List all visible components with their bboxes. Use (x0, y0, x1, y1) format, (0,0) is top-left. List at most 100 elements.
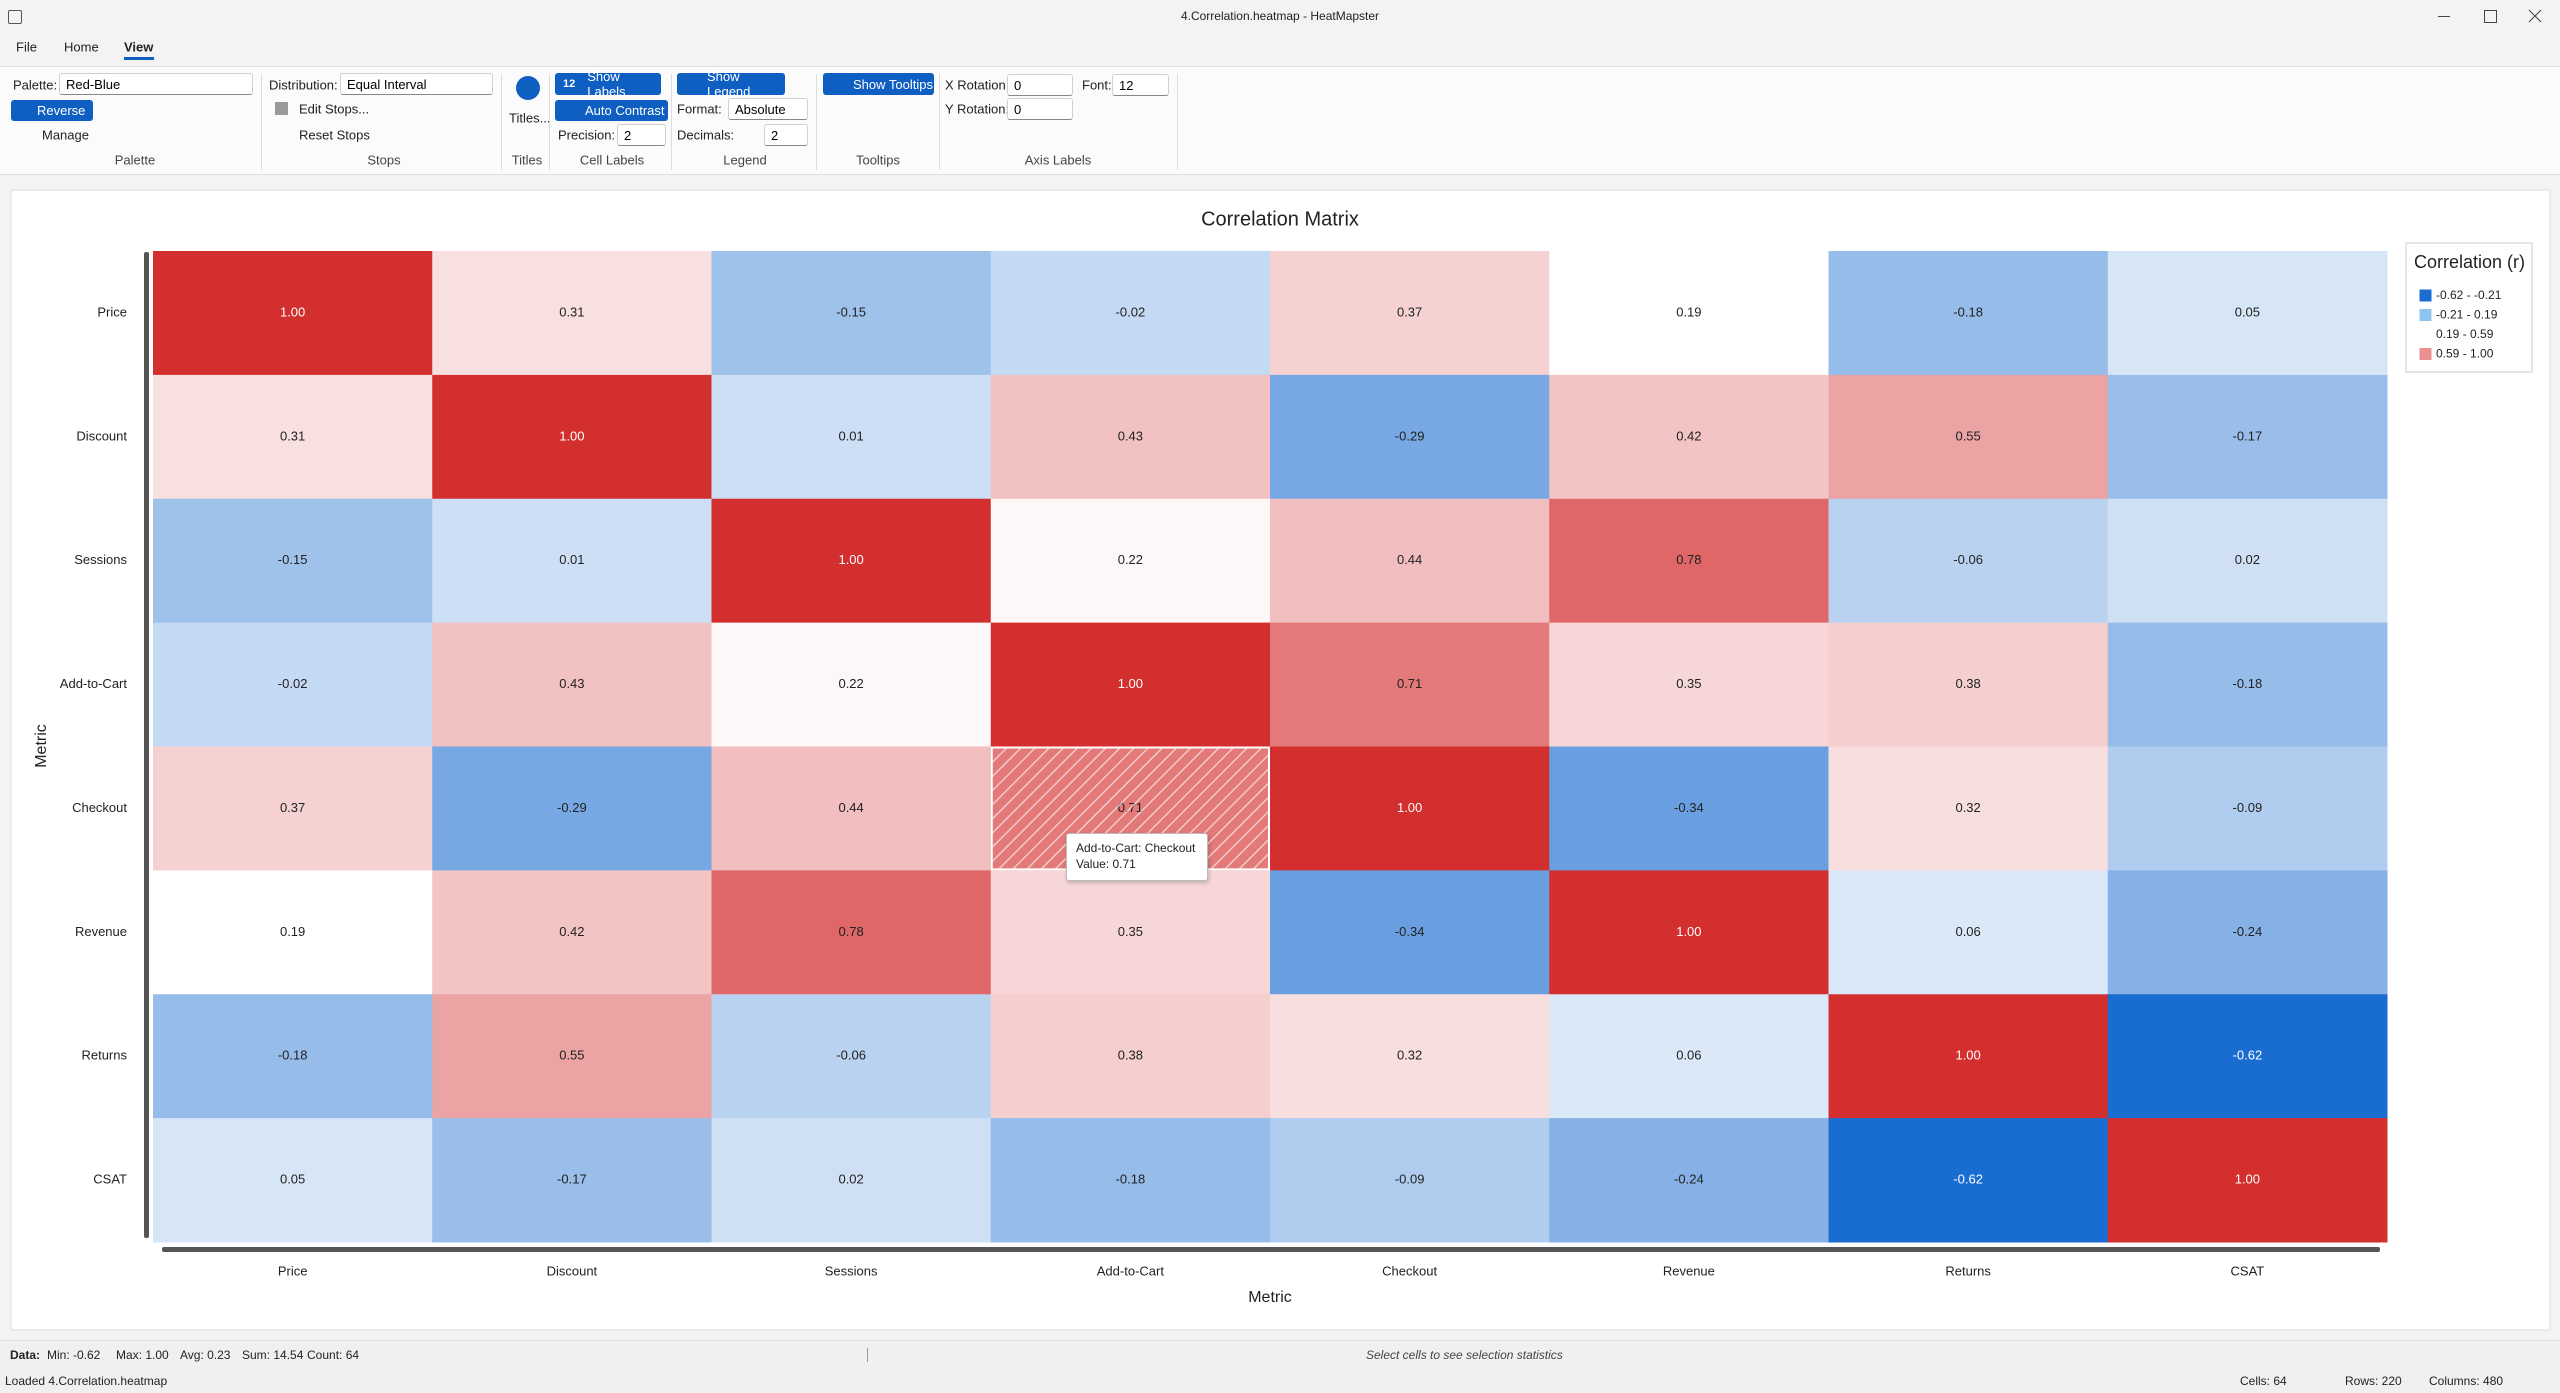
cell-label: -0.62 (2233, 1048, 2263, 1063)
heatmap-cell (1270, 622, 1550, 747)
reverse-button[interactable]: Reverse (11, 100, 93, 121)
cell-label: 0.44 (1397, 552, 1422, 567)
auto-contrast-button[interactable]: Auto Contrast (555, 100, 668, 121)
cell-label: -0.29 (1395, 428, 1425, 443)
heatmap-cell (1270, 251, 1550, 376)
cell-label: 1.00 (1676, 924, 1701, 939)
heatmap-cell (1270, 374, 1550, 500)
label: Format: (677, 101, 722, 117)
status-bar (0, 1340, 2560, 1393)
button-text: Reverse (37, 103, 86, 118)
menu-tab[interactable]: Home (64, 39, 99, 55)
heatmap-cell (711, 1118, 992, 1243)
heatmap-cell (153, 498, 433, 624)
heatmap-cell (1828, 251, 2109, 376)
separator (671, 74, 672, 170)
group-label: Stops (367, 152, 401, 168)
y-rotation-combo[interactable]: 0 (1007, 98, 1073, 120)
heatmap-cell (153, 374, 433, 500)
edit-stops-button[interactable]: Edit Stops... (299, 101, 370, 117)
heatmap-cell (711, 746, 992, 871)
combo-value: 2 (771, 127, 779, 143)
palette-combo[interactable]: Red-Blue (59, 73, 253, 95)
status-text: Columns: 480 (2429, 1374, 2504, 1388)
manage-button[interactable]: Manage (42, 127, 89, 143)
cell-label: 0.43 (1118, 428, 1143, 443)
heatmap-cell (711, 870, 992, 995)
heatmap-cell (2107, 994, 2388, 1119)
heatmap-cell (1828, 994, 2109, 1119)
separator (867, 1348, 868, 1362)
cell-label: 1.00 (1397, 800, 1422, 815)
heatmap-cell (153, 1118, 433, 1243)
label: Decimals: (677, 127, 735, 143)
cell-label: 0.35 (1676, 676, 1701, 691)
cell-label: 0.19 (280, 924, 305, 939)
show-labels-button[interactable]: 12 Show Labels (555, 69, 661, 99)
cell-label: 0.22 (1118, 552, 1143, 567)
y-tick-label: Discount (76, 428, 127, 443)
titles-button[interactable]: Titles... (509, 110, 551, 126)
heatmap-cell (1828, 498, 2109, 624)
decimals-combo[interactable]: 2 (764, 124, 808, 146)
heatmap-cell (990, 870, 1271, 995)
button-text: Auto Contrast (585, 103, 665, 118)
icon-text: 12 (563, 78, 576, 90)
show-legend-button[interactable]: Show Legend (677, 69, 785, 99)
cell-label: 0.42 (1676, 428, 1701, 443)
reset-stops-button[interactable]: Reset Stops (299, 127, 370, 143)
label: Distribution: (269, 77, 338, 93)
heatmap-cell (990, 622, 1271, 747)
cell-label: -0.34 (1395, 924, 1425, 939)
cell-label: 0.05 (2235, 304, 2260, 319)
combo-value: 2 (624, 127, 632, 143)
cell-label: -0.06 (836, 1048, 866, 1063)
cell-label: 0.31 (280, 428, 305, 443)
separator (1177, 74, 1178, 170)
x-tick-label: Price (278, 1263, 308, 1278)
heatmap-cell (2107, 746, 2388, 871)
y-tick-label: Checkout (72, 800, 127, 815)
show-tooltips-button[interactable]: Show Tooltips (823, 73, 934, 95)
cell-label: -0.15 (278, 552, 308, 567)
heatmap-cell (432, 1118, 712, 1243)
heatmap-cell (2107, 1118, 2388, 1243)
heatmap-cell (1549, 994, 1829, 1119)
minimize-button[interactable] (2438, 16, 2450, 17)
label: Y Rotation: (945, 101, 1010, 117)
cell-label: -0.02 (1116, 304, 1146, 319)
cell-label: 1.00 (280, 304, 305, 319)
horizontal-scrollbar[interactable] (162, 1247, 2380, 1252)
titles-icon (516, 76, 540, 100)
legend-swatch (2419, 309, 2432, 321)
cell-label: 0.44 (838, 800, 863, 815)
heatmap-cell (1828, 1118, 2109, 1243)
close-button[interactable] (2528, 9, 2542, 23)
chart-title: Correlation Matrix (1201, 208, 1359, 230)
menu-tab-active[interactable]: View (124, 39, 154, 55)
heatmap-cell (1549, 622, 1829, 747)
heatmap-cell (990, 374, 1271, 500)
cell-label: -0.34 (1674, 800, 1704, 815)
legend-label: -0.62 - -0.21 (2436, 288, 2502, 302)
status-hint: Select cells to see selection statistics (1366, 1348, 1563, 1362)
x-rotation-combo[interactable]: 0 (1007, 74, 1073, 96)
maximize-button[interactable] (2484, 10, 2497, 23)
distribution-combo[interactable]: Equal Interval (340, 73, 493, 95)
cell-label: -0.62 (1953, 1172, 1983, 1187)
cell-label: 0.55 (559, 1048, 584, 1063)
button-text: Show Legend (707, 69, 751, 99)
menu-tab[interactable]: File (16, 39, 37, 55)
format-combo[interactable]: Absolute (728, 98, 808, 120)
cell-label: -0.17 (2233, 428, 2263, 443)
cell-label: -0.15 (836, 304, 866, 319)
font-spinner[interactable]: 12 (1112, 74, 1169, 96)
heatmap-cell (432, 746, 712, 871)
precision-combo[interactable]: 2 (617, 124, 666, 146)
heatmap-cell (990, 498, 1271, 624)
cell-label: 0.06 (1676, 1048, 1701, 1063)
cell-label: -0.29 (557, 800, 587, 815)
vertical-scrollbar[interactable] (144, 252, 149, 1238)
